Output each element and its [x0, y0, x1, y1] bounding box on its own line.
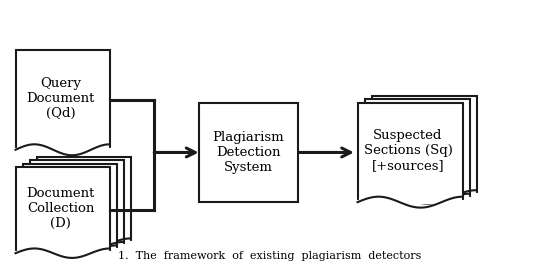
Bar	[199, 103, 298, 202]
Bar	[16, 167, 110, 253]
Bar	[30, 160, 124, 246]
Bar	[23, 164, 117, 250]
Text: Plagiarism
Detection
System: Plagiarism Detection System	[213, 131, 284, 174]
Text: Suspected
Sections (Sq)
[+sources]: Suspected Sections (Sq) [+sources]	[363, 129, 453, 172]
Text: Query
Document
(Qd): Query Document (Qd)	[26, 77, 95, 120]
Text: Document
Collection
(D): Document Collection (D)	[26, 187, 95, 230]
Bar	[357, 103, 463, 202]
Bar	[37, 157, 131, 243]
Text: 1.  The  framework  of  existing  plagiarism  detectors: 1. The framework of existing plagiarism …	[118, 251, 422, 261]
Bar	[16, 50, 110, 150]
Bar	[372, 96, 477, 195]
Bar	[364, 99, 470, 199]
